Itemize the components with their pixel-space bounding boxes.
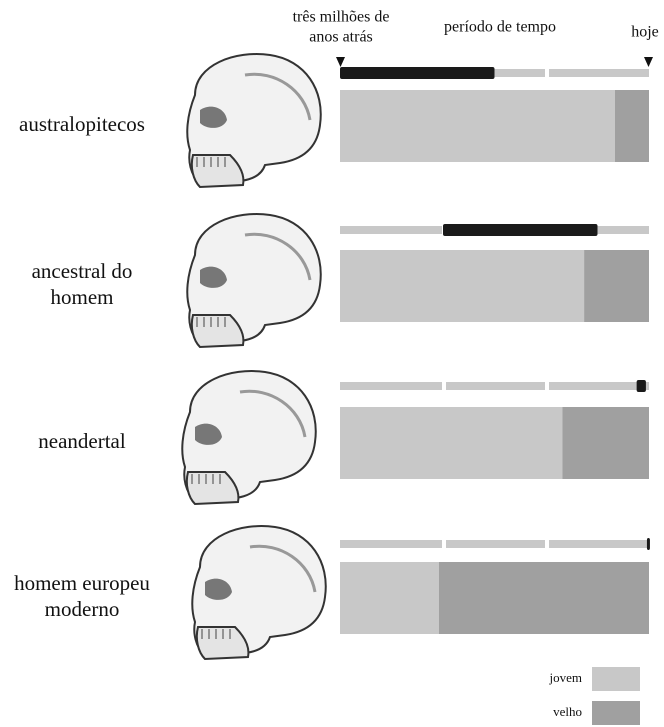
- chart: três milhões de anos atrás período de te…: [0, 0, 664, 727]
- life-segment: [562, 407, 649, 479]
- start-label: três milhões de: [293, 9, 390, 26]
- row-label: australopitecos: [19, 112, 145, 136]
- life-segment: [340, 250, 584, 322]
- row-label: ancestral do: [32, 259, 133, 283]
- row-label: homem: [51, 285, 114, 309]
- skull: [187, 54, 320, 187]
- timeline: [549, 382, 649, 390]
- row-label: moderno: [45, 597, 120, 621]
- life-segment: [340, 407, 562, 479]
- lived-period: [443, 224, 598, 236]
- lived-period: [647, 538, 650, 550]
- row-label: neandertal: [38, 429, 126, 453]
- timeline: [549, 540, 649, 548]
- end-label: hoje: [631, 24, 659, 41]
- start-label: anos atrás: [309, 29, 373, 46]
- skull: [182, 371, 315, 504]
- skull: [187, 214, 320, 347]
- legend-swatch: [592, 701, 640, 725]
- legend-label: velho: [553, 704, 582, 719]
- life-segment: [340, 562, 439, 634]
- timeline: [340, 226, 442, 234]
- skull: [192, 526, 325, 659]
- timeline: [340, 540, 442, 548]
- lived-period: [340, 67, 495, 79]
- legend-label: jovem: [549, 670, 583, 685]
- start-marker: [336, 57, 345, 67]
- timeline: [446, 540, 545, 548]
- timeline: [340, 382, 442, 390]
- life-segment: [439, 562, 649, 634]
- legend-swatch: [592, 667, 640, 691]
- life-segment: [340, 90, 615, 162]
- life-segment: [615, 90, 649, 162]
- lived-period: [637, 380, 646, 392]
- timeline: [549, 69, 649, 77]
- end-marker: [644, 57, 653, 67]
- period-label: período de tempo: [444, 19, 556, 36]
- life-segment: [584, 250, 649, 322]
- timeline: [446, 382, 545, 390]
- row-label: homem europeu: [14, 571, 150, 595]
